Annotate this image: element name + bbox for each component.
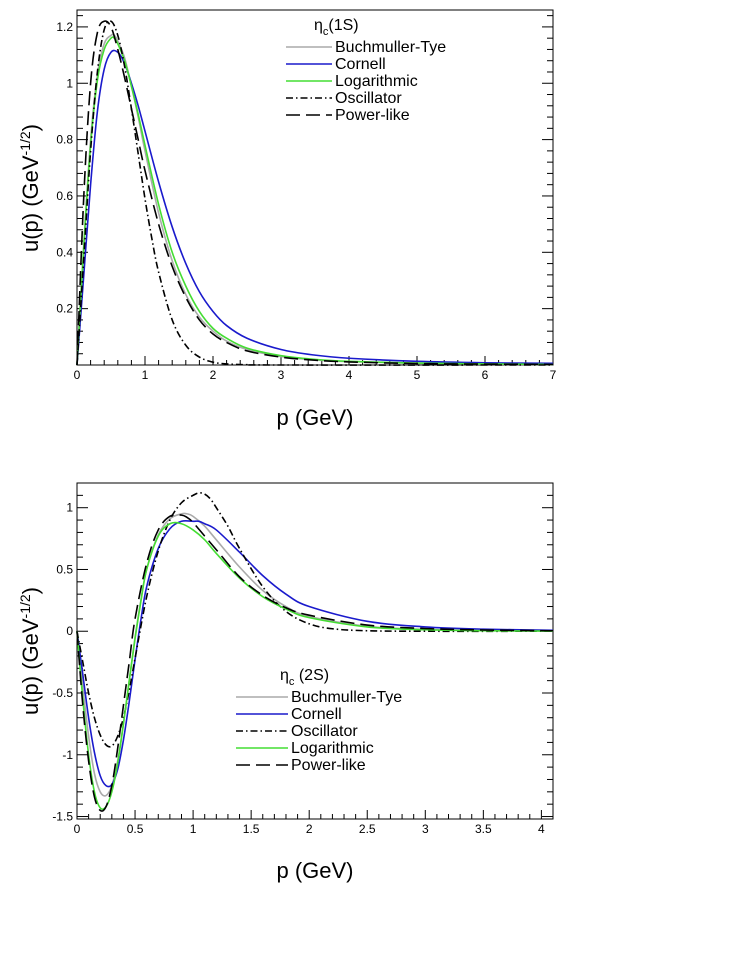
x-tick-label: 3.5 [475, 822, 492, 836]
legend-label: Logarithmic [291, 740, 374, 757]
x-tick-label: 0 [74, 368, 81, 382]
series-line-oscillator [76, 20, 554, 366]
series-line-cornell [76, 519, 554, 788]
series-line-power-like [76, 513, 554, 812]
x-tick-label: 6 [482, 368, 489, 382]
y-tick-label: 0 [66, 624, 73, 638]
legend-label: Oscillator [335, 90, 402, 107]
y-axis-label: u(p) (GeV-1/2) [17, 587, 43, 715]
legend-header: ηc (2S) [280, 667, 329, 688]
y-tick-label: 1 [66, 76, 73, 90]
x-tick-label: 0 [74, 822, 81, 836]
x-tick-label: 2 [210, 368, 217, 382]
series-line-buchmuller-tye [76, 33, 554, 366]
x-tick-label: 1.5 [243, 822, 260, 836]
x-tick-label: 0.5 [127, 822, 144, 836]
y-tick-label: 0.2 [56, 302, 73, 316]
legend-label: Cornell [291, 706, 342, 723]
legend-label: Buchmuller-Tye [335, 39, 446, 56]
series-line-logarithmic [76, 521, 554, 811]
x-tick-label: 2.5 [359, 822, 376, 836]
y-tick-label: 0.8 [56, 133, 73, 147]
series-line-cornell [76, 49, 554, 366]
legend-label: Oscillator [291, 723, 358, 740]
x-tick-label: 1 [190, 822, 197, 836]
chart-eta-c-1s: 0 1 2 3 4 5 6 7 0.2 0.4 0.6 0.8 1 1.2 ηc(1S) Buchmull… [17, 9, 557, 430]
x-tick-label: 2 [306, 822, 313, 836]
series-line-power-like [76, 20, 554, 366]
x-tick-label: 7 [550, 368, 557, 382]
y-tick-label: -0.5 [52, 686, 73, 700]
y-tick-label: -1.5 [52, 810, 73, 824]
y-tick-label: 0.6 [56, 189, 73, 203]
x-tick-label: 4 [346, 368, 353, 382]
x-tick-label: 4 [538, 822, 545, 836]
y-tick-label: 0.5 [56, 562, 73, 576]
legend: ηc (2S) Buchmuller-TyeCornellOscillatorL… [236, 667, 402, 774]
series-line-oscillator [76, 492, 554, 748]
y-tick-label: 1.2 [56, 20, 73, 34]
curves [76, 20, 554, 366]
x-tick-label: 3 [278, 368, 285, 382]
legend-label: Power-like [335, 107, 410, 124]
chart-eta-c-2s: 0 0.5 1 1.5 2 2.5 3 3.5 4 -1.5 -1 -0.5 0 0.5 1 ηc (2S)… [17, 482, 554, 883]
axis-ticks: 0 0.5 1 1.5 2 2.5 3 3.5 4 -1.5 -1 -0.5 0 0.5 1 [52, 482, 554, 836]
plot-frame [76, 482, 554, 820]
x-tick-label: 5 [414, 368, 421, 382]
y-tick-label: -1 [62, 748, 73, 762]
y-axis-label: u(p) (GeV-1/2) [17, 124, 43, 252]
x-axis-label: p (GeV) [276, 858, 353, 883]
series-line-buchmuller-tye [76, 512, 554, 797]
legend-label: Power-like [291, 757, 366, 774]
legend-label: Buchmuller-Tye [291, 689, 402, 706]
plot-frame [76, 9, 554, 366]
legend: ηc(1S) Buchmuller-TyeCornellLogarithmicO… [286, 17, 446, 124]
legend-label: Logarithmic [335, 73, 418, 90]
x-tick-label: 3 [422, 822, 429, 836]
y-tick-label: 0.4 [56, 245, 73, 259]
x-tick-label: 1 [142, 368, 149, 382]
series-line-logarithmic [76, 36, 554, 366]
x-axis-label: p (GeV) [276, 405, 353, 430]
y-tick-label: 1 [66, 501, 73, 515]
axis-ticks: 0 1 2 3 4 5 6 7 0.2 0.4 0.6 0.8 1 1.2 [56, 15, 557, 382]
legend-label: Cornell [335, 56, 386, 73]
legend-header: ηc(1S) [314, 17, 359, 38]
curves [76, 492, 554, 812]
